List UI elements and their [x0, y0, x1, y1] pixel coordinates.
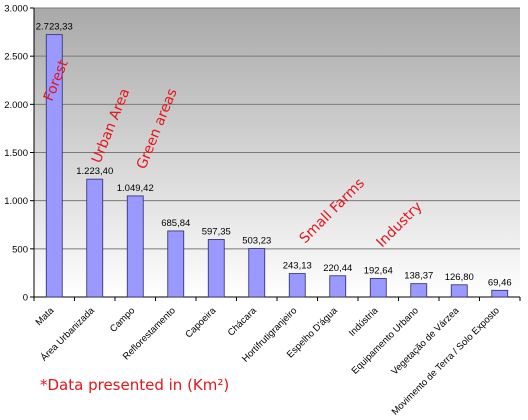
data-label: 503,23: [242, 236, 271, 247]
data-label: 192,64: [364, 265, 393, 276]
data-label: 243,13: [283, 261, 312, 272]
bar: [491, 289, 509, 298]
y-tick-label: 1.500: [4, 148, 28, 159]
bar: [410, 283, 428, 298]
data-label: 220,44: [323, 263, 352, 274]
bar: [329, 275, 347, 298]
category-label: Indústria: [347, 305, 381, 339]
data-label: 1.049,42: [117, 183, 154, 194]
category-label: Capoeira: [183, 305, 219, 341]
data-label: 1.223,40: [76, 166, 113, 177]
y-tick-label: 3.000: [4, 4, 28, 15]
bar: [45, 34, 63, 298]
y-tick-label: 1.000: [4, 196, 28, 207]
category-label: Mata: [34, 305, 57, 328]
bar: [167, 230, 185, 298]
y-tick-label: 2.500: [4, 52, 28, 63]
bar: [86, 178, 104, 298]
data-label: 2.723,33: [36, 22, 73, 33]
bar: [369, 278, 387, 298]
y-tick-label: 2.000: [4, 100, 28, 111]
y-tick-label: 0: [23, 293, 28, 304]
category-label: Chácara: [226, 305, 260, 339]
category-label: Equipamento Urbano: [350, 305, 421, 376]
data-label: 126,80: [445, 272, 474, 283]
data-label: 138,37: [404, 271, 433, 282]
bar: [207, 239, 225, 298]
category-label: Campo: [108, 305, 137, 334]
bar: [248, 248, 266, 298]
bar: [450, 284, 468, 298]
data-label: 69,46: [488, 277, 512, 288]
data-label: 685,84: [161, 218, 190, 229]
y-tick-label: 500: [12, 244, 28, 255]
bar: [126, 195, 144, 298]
category-label: Vegetação de Várzea: [389, 305, 462, 378]
units-footnote: *Data presented in (Km²): [40, 376, 230, 394]
bar: [288, 273, 306, 298]
data-label: 597,35: [202, 226, 231, 237]
